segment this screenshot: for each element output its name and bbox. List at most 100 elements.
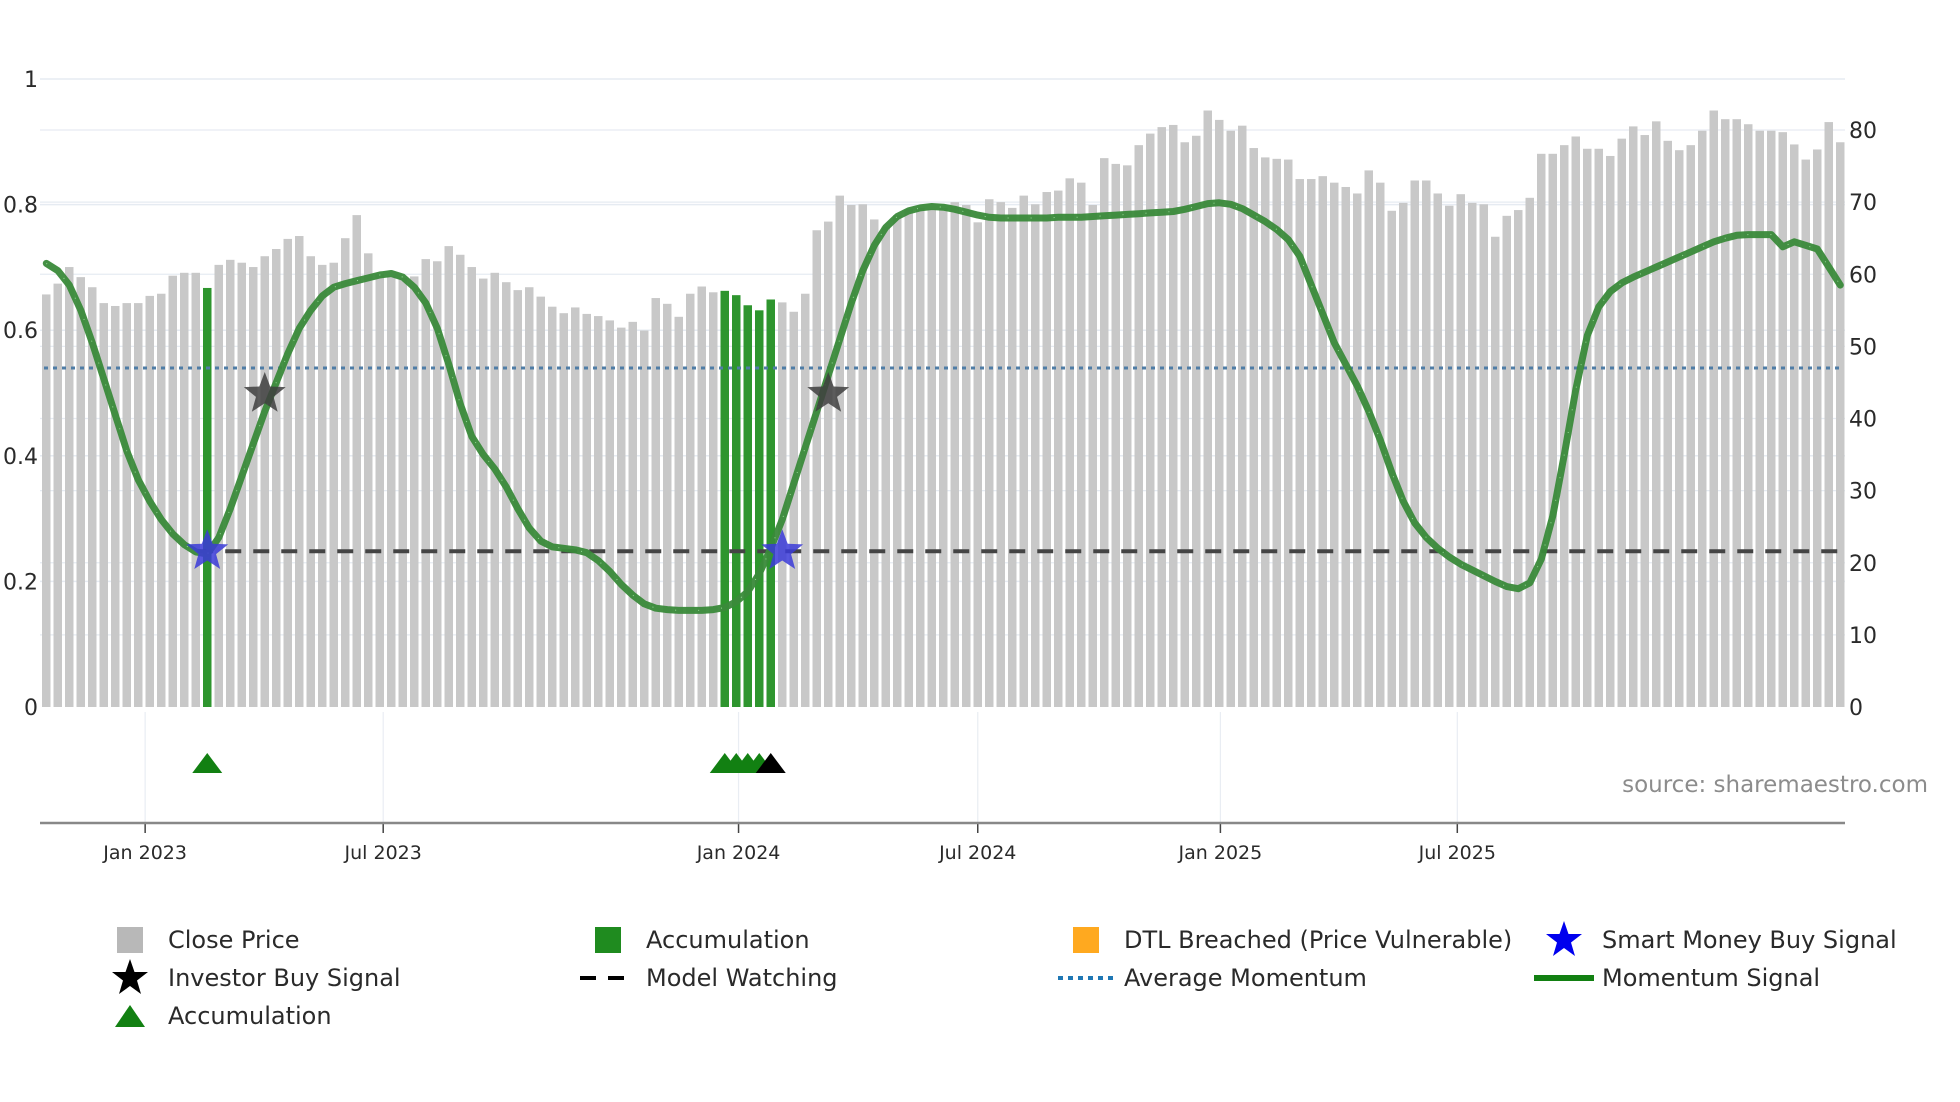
legend-item-accumulation-triangle[interactable]: Accumulation (100, 999, 332, 1033)
right-axis-tick: 0 (1849, 696, 1863, 721)
price-bar (1652, 121, 1661, 708)
price-bar (214, 264, 223, 707)
accumulation-bar (732, 295, 741, 707)
legend-label: Average Momentum (1124, 964, 1367, 992)
price-bar (53, 283, 62, 707)
price-bar (421, 259, 430, 707)
price-bar (502, 282, 511, 707)
triangle-icon (100, 999, 160, 1033)
accumulation-bar (743, 305, 752, 707)
left-axis-tick: 0.8 (3, 194, 38, 219)
price-bar (1571, 136, 1580, 707)
price-bar (1675, 150, 1684, 707)
price-bar (1445, 205, 1454, 707)
legend-item-model-watching[interactable]: Model Watching (578, 961, 838, 995)
price-bar (1008, 207, 1017, 707)
square-icon (578, 923, 638, 957)
price-bar (295, 236, 304, 707)
price-bar (594, 316, 603, 707)
investor-buy-signal-star-icon (807, 371, 850, 412)
price-bar (1134, 145, 1143, 708)
price-bar (1778, 132, 1787, 707)
price-bar (1284, 159, 1293, 708)
legend-item-average-momentum[interactable]: Average Momentum (1056, 961, 1367, 995)
price-bar (1744, 124, 1753, 708)
right-axis-tick: 40 (1849, 408, 1877, 433)
price-bar (433, 261, 442, 707)
right-axis-tick: 20 (1849, 552, 1877, 577)
square-icon (100, 923, 160, 957)
momentum-signal-line (42, 199, 1844, 614)
price-bar (548, 306, 557, 707)
legend-label: Accumulation (646, 926, 810, 954)
price-bar (1042, 192, 1051, 708)
legend-label: Model Watching (646, 964, 838, 992)
price-bar (605, 320, 614, 707)
accumulation-triangle-icon (755, 753, 786, 773)
price-bar (157, 293, 166, 707)
legend-item-smart-money-buy-signal[interactable]: Smart Money Buy Signal (1534, 921, 1897, 957)
price-bar (973, 222, 982, 707)
price-bar (1801, 159, 1810, 708)
price-bar (985, 199, 994, 708)
price-bar (686, 293, 695, 707)
price-bar (444, 246, 453, 707)
price-bar (1548, 153, 1557, 707)
legend-item-momentum-signal[interactable]: Momentum Signal (1534, 961, 1820, 995)
price-bar (536, 296, 545, 707)
price-bar (939, 207, 948, 707)
left-axis-tick: 0.6 (3, 319, 38, 344)
price-bar (1272, 158, 1281, 708)
price-bar (904, 209, 913, 707)
price-bar (180, 272, 189, 707)
smart-money-buy-signal-star-icon (761, 529, 804, 570)
right-axis-tick: 10 (1849, 624, 1877, 649)
legend-item-investor-buy-signal[interactable]: Investor Buy Signal (100, 959, 401, 995)
price-bar (1387, 210, 1396, 707)
legend-item-accumulation-bar[interactable]: Accumulation (578, 923, 810, 957)
price-bar (99, 303, 108, 707)
investor-buy-signal-star-icon (243, 371, 286, 412)
price-bar (651, 298, 660, 707)
price-bar (824, 221, 833, 707)
price-bar (709, 292, 718, 707)
price-bar (1146, 133, 1155, 707)
price-bar (1732, 119, 1741, 707)
price-bar (1767, 130, 1776, 707)
left-axis-tick: 0 (24, 696, 38, 721)
price-bar (260, 256, 269, 707)
price-bar (1755, 130, 1764, 707)
price-bar (1077, 182, 1086, 707)
price-bar (778, 302, 787, 707)
price-bar (249, 267, 258, 707)
price-bar (329, 262, 338, 707)
legend-item-dtl-breached[interactable]: DTL Breached (Price Vulnerable) (1056, 923, 1512, 957)
left-axis-tick: 0.2 (3, 570, 38, 595)
price-bar (1203, 110, 1212, 708)
price-bar (1065, 178, 1074, 708)
price-bar (467, 267, 476, 707)
price-bar (1525, 197, 1534, 708)
price-bar (272, 249, 281, 707)
price-bar (1088, 205, 1097, 707)
price-bar (628, 321, 637, 707)
x-axis-tick: Jan 2023 (102, 842, 187, 864)
star-icon (100, 959, 160, 995)
price-bar (1364, 170, 1373, 707)
x-axis-tick: Jul 2024 (938, 842, 1016, 864)
price-bar (927, 209, 936, 707)
legend-item-close-price[interactable]: Close Price (100, 923, 300, 957)
accumulation-bar (720, 290, 729, 707)
x-axis-tick: Jan 2024 (696, 842, 781, 864)
price-bar (1709, 110, 1718, 708)
accumulation-bar (203, 287, 212, 707)
dashed-line-icon (578, 961, 638, 995)
price-bar (1606, 155, 1615, 708)
reference-lines (44, 366, 1841, 554)
price-bar (1617, 138, 1626, 707)
square-icon (1056, 923, 1116, 957)
price-bar (1790, 144, 1799, 708)
solid-line-icon (1534, 961, 1594, 995)
price-bar (65, 267, 74, 707)
